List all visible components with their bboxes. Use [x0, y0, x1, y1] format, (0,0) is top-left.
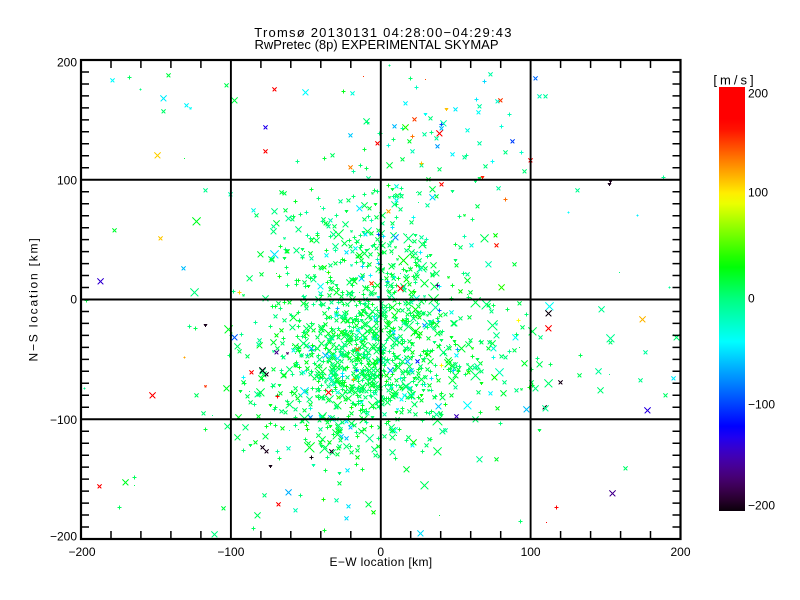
svg-text:100: 100 [748, 186, 768, 200]
svg-text:−200: −200 [50, 530, 77, 544]
svg-text:100: 100 [57, 174, 77, 188]
svg-text:200: 200 [670, 545, 690, 559]
svg-text:Tromsø 20130131 04:28:00−04:29: Tromsø 20130131 04:28:00−04:29:43 [254, 25, 512, 40]
svg-text:−100: −100 [50, 413, 77, 427]
svg-text:0: 0 [377, 545, 384, 559]
svg-text:−100: −100 [217, 545, 244, 559]
svg-text:0: 0 [70, 293, 77, 307]
svg-text:200: 200 [748, 87, 768, 101]
svg-text:−200: −200 [748, 499, 775, 513]
svg-text:−200: −200 [68, 545, 95, 559]
svg-text:0: 0 [748, 292, 755, 306]
svg-text:[m/s]: [m/s] [713, 73, 756, 88]
svg-text:RwPretec (8p) EXPERIMENTAL SKY: RwPretec (8p) EXPERIMENTAL SKYMAP [254, 37, 498, 52]
svg-text:N−S location [km]: N−S location [km] [27, 237, 41, 362]
svg-text:E−W location [km]: E−W location [km] [330, 555, 433, 569]
svg-text:−100: −100 [748, 398, 775, 412]
svg-text:100: 100 [521, 545, 541, 559]
svg-text:200: 200 [57, 56, 77, 70]
